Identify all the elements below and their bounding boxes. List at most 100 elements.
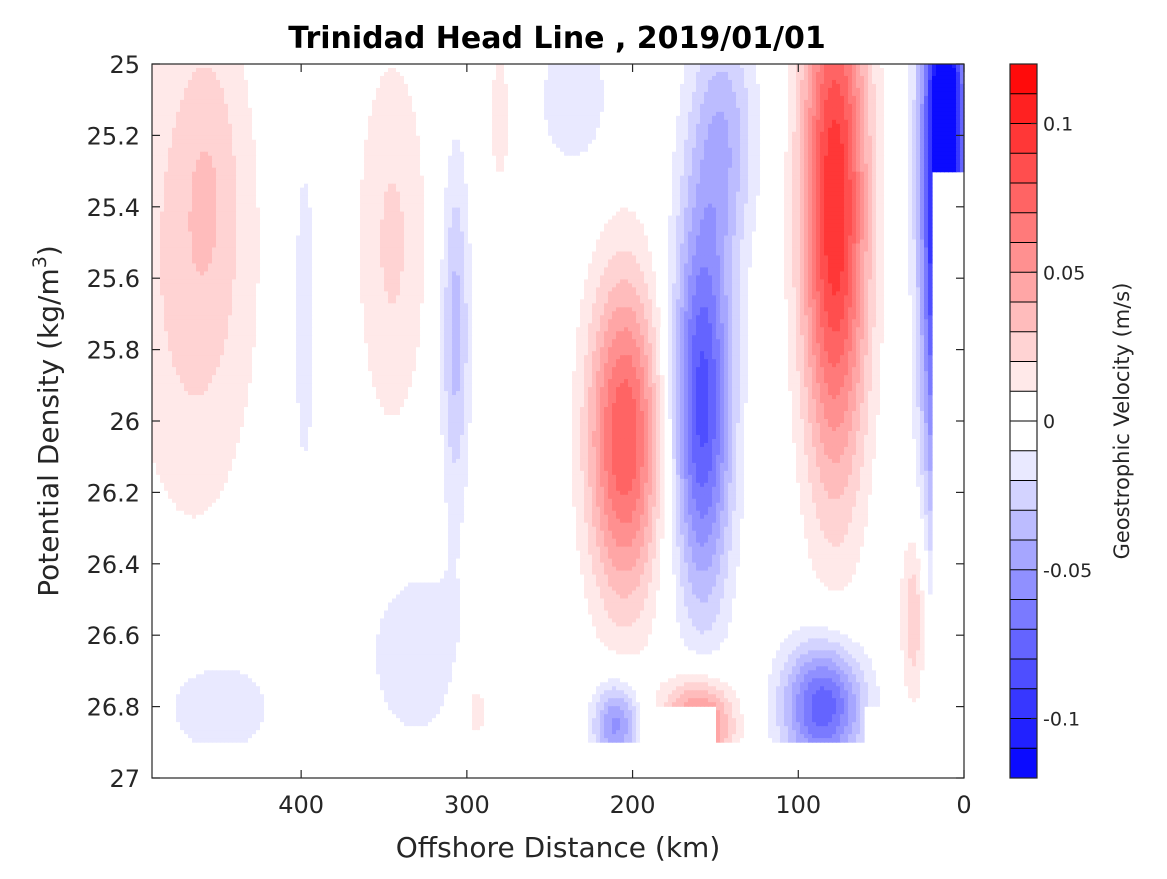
contour-cell xyxy=(936,100,941,105)
contour-cell xyxy=(944,88,949,93)
contour-cell xyxy=(848,104,853,109)
contour-cell xyxy=(160,84,165,89)
contour-cell xyxy=(156,124,161,129)
contour-cell xyxy=(380,100,385,105)
contour-cell xyxy=(172,108,177,113)
contour-cell xyxy=(164,120,169,125)
contour-cell xyxy=(228,124,233,129)
contour-cell xyxy=(576,88,581,93)
contour-cell xyxy=(372,104,377,109)
contour-cell xyxy=(932,92,937,97)
contour-cell xyxy=(504,104,509,109)
contour-cell xyxy=(796,76,801,81)
contour-cell xyxy=(240,96,245,101)
contour-cell xyxy=(216,108,221,113)
contour-cell xyxy=(696,120,701,125)
contour-cell xyxy=(380,104,385,109)
contour-cell xyxy=(496,68,501,73)
contour-cell xyxy=(244,76,249,81)
contour-cell xyxy=(816,116,821,121)
contour-cell xyxy=(560,124,565,129)
contour-cell xyxy=(560,80,565,85)
contour-cell xyxy=(944,72,949,77)
contour-cell xyxy=(600,96,605,101)
contour-cell xyxy=(604,104,609,109)
contour-cell xyxy=(588,100,593,105)
contour-cell xyxy=(788,68,793,73)
contour-cell xyxy=(884,100,889,105)
contour-cell xyxy=(924,68,929,73)
contour-cell xyxy=(876,112,881,117)
contour-cell xyxy=(804,88,809,93)
contour-cell xyxy=(168,88,173,93)
contour-cell xyxy=(588,120,593,125)
contour-cell xyxy=(860,72,865,77)
contour-cell xyxy=(240,84,245,89)
contour-cell xyxy=(580,68,585,73)
contour-cell xyxy=(952,104,957,109)
contour-cell xyxy=(792,68,797,73)
contour-cell xyxy=(156,68,161,73)
contour-cell xyxy=(844,92,849,97)
contour-cell xyxy=(952,64,957,69)
contour-cell xyxy=(940,84,945,89)
contour-cell xyxy=(260,76,265,81)
contour-cell xyxy=(712,80,717,85)
contour-cell xyxy=(856,108,861,113)
contour-cell xyxy=(164,80,169,85)
contour-cell xyxy=(864,112,869,117)
contour-cell xyxy=(720,100,725,105)
contour-cell xyxy=(564,80,569,85)
contour-cell xyxy=(752,80,757,85)
contour-cell xyxy=(240,116,245,121)
contour-cell xyxy=(944,120,949,125)
contour-cell xyxy=(940,100,945,105)
contour-cell xyxy=(756,112,761,117)
contour-cell xyxy=(392,68,397,73)
contour-cell xyxy=(592,72,597,77)
contour-cell xyxy=(592,88,597,93)
contour-cell xyxy=(708,96,713,101)
contour-cell xyxy=(540,100,545,105)
contour-cell xyxy=(840,76,845,81)
contour-cell xyxy=(676,112,681,117)
contour-cell xyxy=(388,100,393,105)
contour-cell xyxy=(832,76,837,81)
contour-cell xyxy=(884,88,889,93)
contour-cell xyxy=(212,72,217,77)
contour-cell xyxy=(876,108,881,113)
contour-cell xyxy=(876,100,881,105)
contour-cell xyxy=(740,92,745,97)
contour-cell xyxy=(180,120,185,125)
contour-cell xyxy=(872,88,877,93)
contour-cell xyxy=(536,116,541,121)
contour-cell xyxy=(704,76,709,81)
contour-cell xyxy=(560,92,565,97)
contour-cell xyxy=(672,80,677,85)
contour-cell xyxy=(748,76,753,81)
contour-cell xyxy=(252,76,257,81)
contour-cell xyxy=(704,72,709,77)
contour-cell xyxy=(916,112,921,117)
contour-cell xyxy=(744,124,749,129)
contour-cell xyxy=(500,80,505,85)
contour-cell xyxy=(364,68,369,73)
contour-cell xyxy=(192,72,197,77)
contour-cell xyxy=(304,120,309,125)
contour-cell xyxy=(884,76,889,81)
contour-cell xyxy=(360,76,365,81)
contour-cell xyxy=(196,100,201,105)
contour-cell xyxy=(228,72,233,77)
contour-cell xyxy=(168,96,173,101)
contour-cell xyxy=(408,68,413,73)
contour-cell xyxy=(744,116,749,121)
contour-cell xyxy=(228,64,233,69)
contour-cell xyxy=(572,120,577,125)
contour-cell xyxy=(420,68,425,73)
contour-cell xyxy=(720,96,725,101)
contour-cell xyxy=(904,88,909,93)
contour-cell xyxy=(744,92,749,97)
contour-cell xyxy=(952,108,957,113)
contour-cell xyxy=(680,108,685,113)
contour-cell xyxy=(932,120,937,125)
